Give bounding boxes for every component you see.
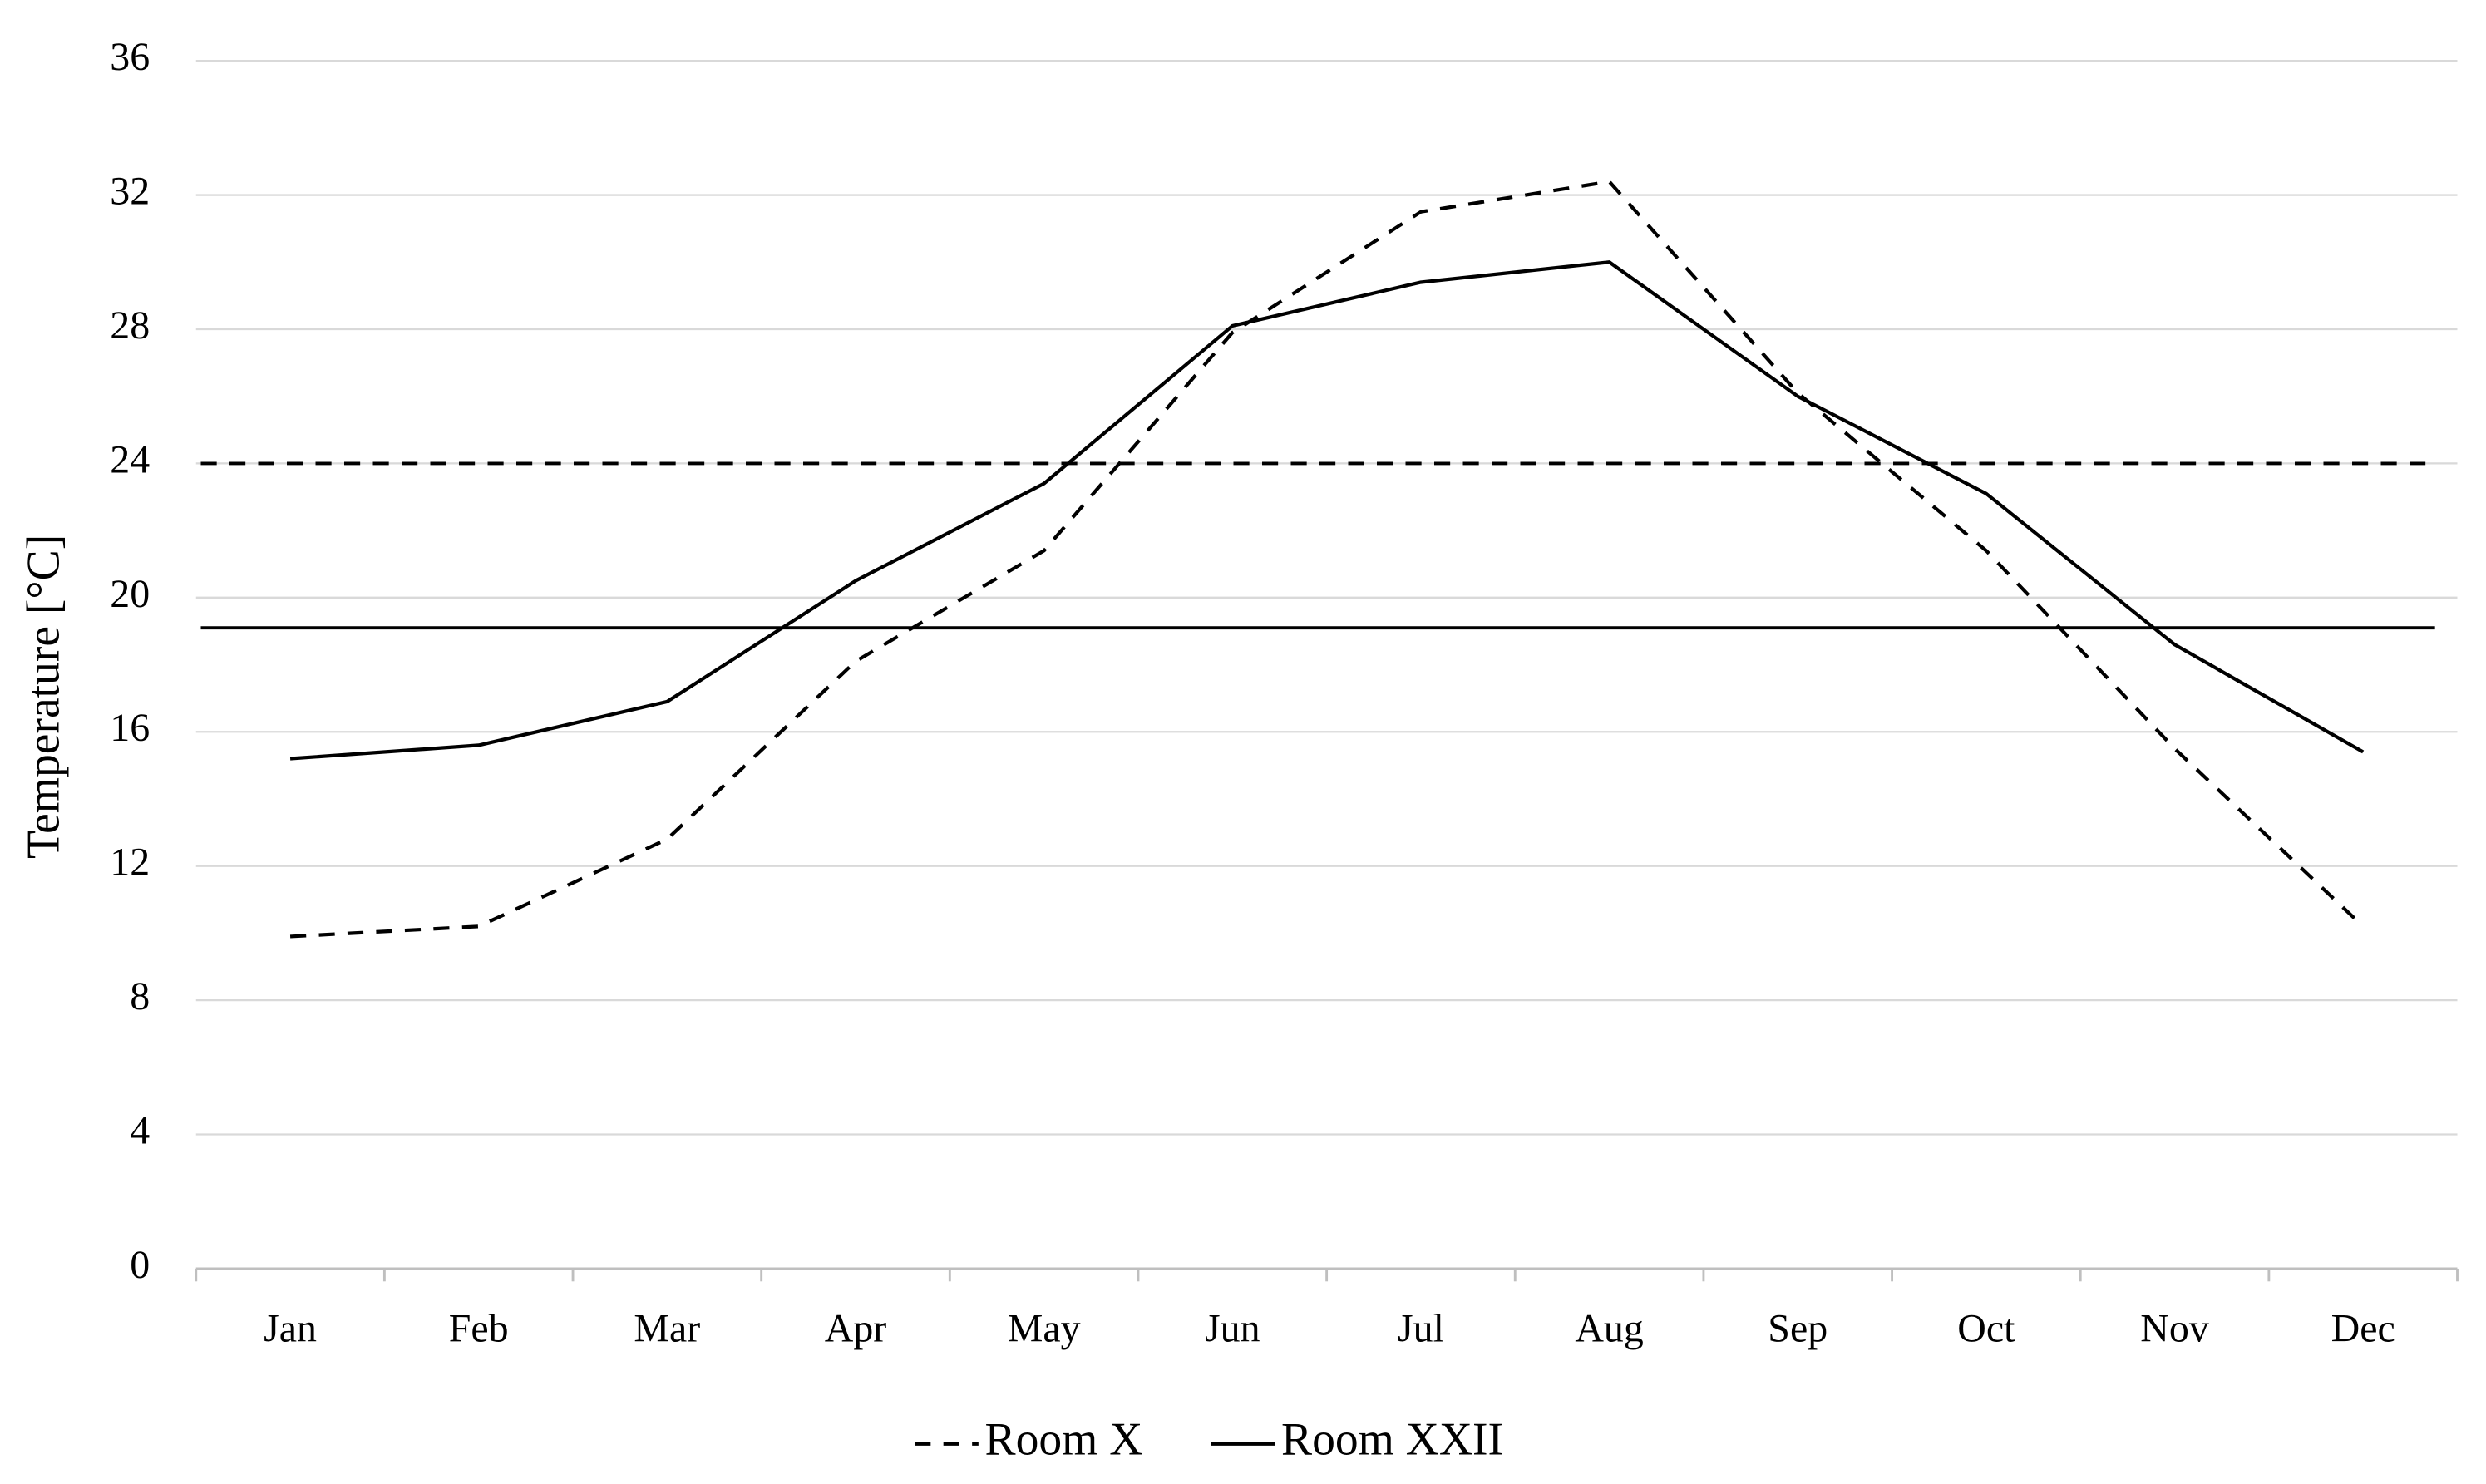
y-tick-label: 8 <box>130 974 150 1018</box>
x-tick-label: May <box>1008 1307 1081 1351</box>
y-tick-label: 32 <box>110 170 150 214</box>
x-tick-label: Sep <box>1768 1307 1828 1351</box>
x-tick-label: Jan <box>264 1307 317 1351</box>
x-tick-label: Feb <box>449 1307 509 1351</box>
legend-label: Room X <box>985 1414 1143 1466</box>
x-tick-label: Dec <box>2331 1307 2395 1351</box>
x-tick-label: Apr <box>825 1307 887 1351</box>
legend-label: Room XXII <box>1281 1414 1503 1466</box>
y-tick-label: 16 <box>110 706 150 750</box>
y-tick-label: 24 <box>110 437 150 481</box>
series-line <box>289 180 2365 939</box>
y-tick-label: 12 <box>110 841 150 885</box>
x-tick-label: Mar <box>634 1307 700 1351</box>
y-tick-label: 20 <box>110 572 150 616</box>
y-axis-title: Temperature [°C] <box>17 535 69 859</box>
series-line <box>289 260 2365 761</box>
x-tick-label: Nov <box>2140 1307 2209 1351</box>
y-tick-label: 36 <box>110 35 150 79</box>
y-tick-label: 4 <box>130 1109 150 1153</box>
y-tick-label: 0 <box>130 1243 150 1287</box>
x-tick-label: Oct <box>1957 1307 2015 1351</box>
y-tick-label: 28 <box>110 303 150 348</box>
x-tick-label: Jun <box>1205 1307 1260 1351</box>
x-tick-label: Aug <box>1575 1307 1644 1351</box>
x-tick-label: Jul <box>1398 1307 1444 1351</box>
